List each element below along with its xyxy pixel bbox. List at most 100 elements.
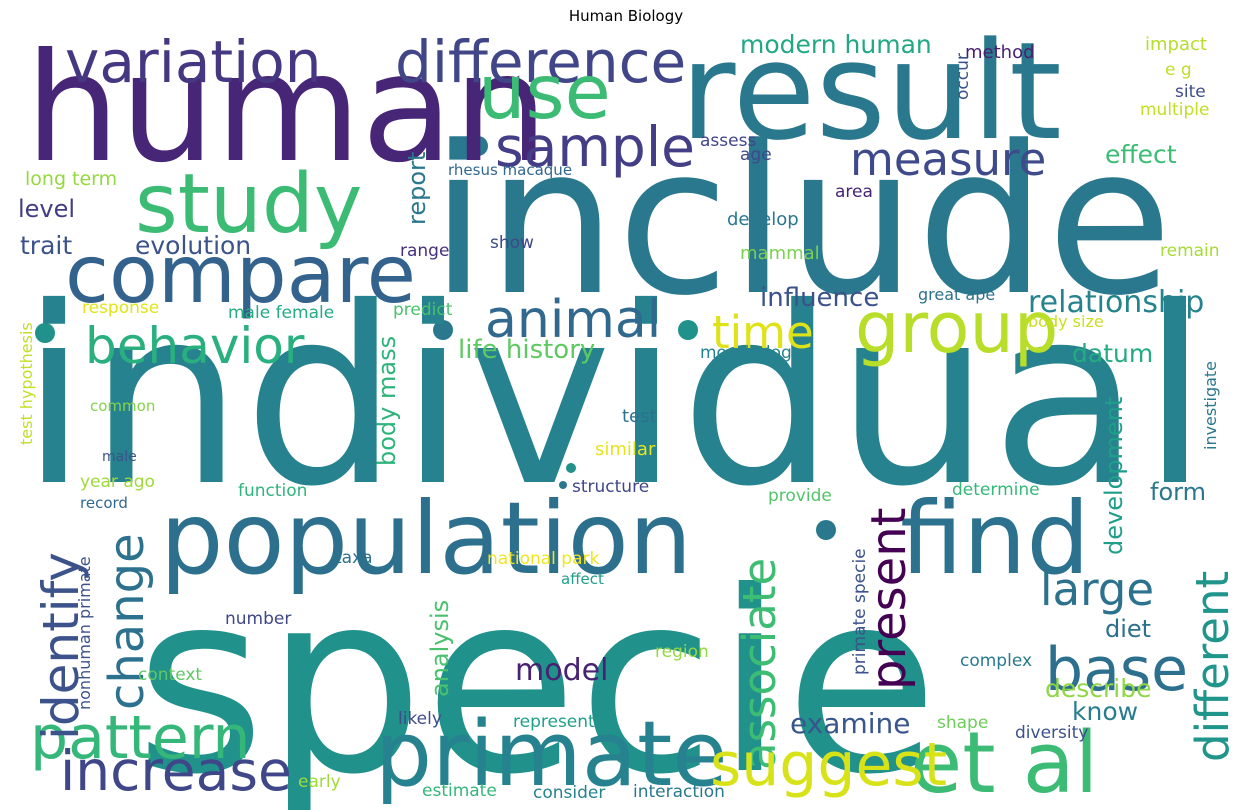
word-datum: datum <box>1072 339 1153 368</box>
word-identify: identify <box>32 552 90 740</box>
word-et-al: et al <box>910 714 1098 810</box>
word-change: change <box>99 533 155 710</box>
word-remain: remain <box>1160 241 1220 261</box>
word-different: different <box>1186 571 1239 762</box>
word-describe: describe <box>1045 674 1152 703</box>
decorative-dot <box>566 463 576 473</box>
word-result: result <box>680 13 1062 170</box>
word-range: range <box>400 241 449 261</box>
word-likely: likely <box>398 709 442 729</box>
word-region: region <box>655 642 709 662</box>
word-population: population <box>160 480 692 597</box>
word-include: include <box>430 103 1173 341</box>
word-develop: develop <box>727 209 799 230</box>
word-national-park: national park <box>487 549 599 569</box>
word-estimate: estimate <box>422 781 497 801</box>
word-age: age <box>740 145 772 165</box>
word-primate: primate <box>375 702 728 807</box>
word-model: model <box>515 653 608 688</box>
word-area: area <box>835 182 873 202</box>
word-behavior: behavior <box>85 317 305 375</box>
word-early: early <box>298 772 341 792</box>
word-male: male <box>102 449 137 465</box>
word-know: know <box>1072 697 1138 726</box>
word-taxa: taxa <box>335 548 373 568</box>
word-complex: complex <box>960 651 1032 671</box>
word-response: response <box>82 298 159 318</box>
decorative-dot <box>559 481 567 489</box>
word-examine: examine <box>790 707 911 740</box>
word-rhesus-macaque: rhesus macaque <box>448 161 572 179</box>
word-form: form <box>1150 478 1206 506</box>
word-trait: trait <box>20 231 72 260</box>
word-large: large <box>1040 563 1154 616</box>
word-development: development <box>1100 397 1128 555</box>
word-base: base <box>1045 635 1188 705</box>
word-mammal: mammal <box>740 243 820 264</box>
word-diversity: diversity <box>1015 723 1088 743</box>
decorative-dot <box>678 320 698 340</box>
word-test: test <box>622 406 657 427</box>
word-find: find <box>900 480 1090 597</box>
word-influence: influence <box>760 283 879 313</box>
word-site: site <box>1175 82 1206 102</box>
decorative-dot <box>433 320 453 340</box>
word-life-history: life history <box>458 335 595 365</box>
word-interaction: interaction <box>633 782 725 802</box>
word-effect: effect <box>1105 140 1177 169</box>
word-affect: affect <box>561 570 604 588</box>
word-modern-human: modern human <box>740 30 932 59</box>
word-animal: animal <box>485 290 661 350</box>
word-consider: consider <box>533 783 605 803</box>
word-shape: shape <box>937 713 988 733</box>
word-great-ape: great ape <box>918 285 995 304</box>
word-body-mass: body mass <box>373 336 401 466</box>
word-show: show <box>490 233 534 253</box>
word-morphology: morphology <box>700 343 802 363</box>
decorative-dot <box>35 323 55 343</box>
word-provide: provide <box>768 486 832 506</box>
word-specie: specie <box>135 538 938 810</box>
word-pattern: pattern <box>30 703 250 773</box>
word-primate-specie: primate specie <box>850 548 870 675</box>
word-structure: structure <box>572 477 649 497</box>
word-individual: individual <box>20 255 1209 540</box>
word-sample: sample <box>495 115 695 179</box>
word-long-term: long term <box>25 168 117 190</box>
word-occur: occur <box>953 53 973 100</box>
word-measure: measure <box>850 133 1046 186</box>
word-context: context <box>138 665 202 685</box>
word-number: number <box>225 609 291 629</box>
word-similar: similar <box>595 439 656 460</box>
word-function: function <box>238 481 307 501</box>
word-assess: assess <box>700 131 756 151</box>
word-variation: variation <box>65 28 321 96</box>
word-compare: compare <box>65 228 416 321</box>
word-predict: predict <box>393 300 453 320</box>
word-present: present <box>861 508 917 690</box>
word-represent: represent <box>513 712 595 732</box>
word-multiple: multiple <box>1140 100 1209 120</box>
figure-title: Human Biology <box>568 7 684 25</box>
word-determine: determine <box>952 480 1040 500</box>
decorative-dot <box>468 136 488 156</box>
word-method: method <box>965 42 1035 63</box>
word-body-size: body size <box>1028 312 1104 331</box>
word-level: level <box>18 195 75 223</box>
word-relationship: relationship <box>1028 285 1204 320</box>
word-nonhuman-primate: nonhuman primate <box>75 556 94 710</box>
word-use: use <box>478 48 611 136</box>
word-investigate: investigate <box>1201 361 1220 450</box>
word-human: human <box>25 22 548 196</box>
word-common: common <box>90 397 155 415</box>
word-impact: impact <box>1145 34 1207 55</box>
word-diet: diet <box>1105 615 1151 643</box>
word-male-female: male female <box>228 303 334 323</box>
word-suggest: suggest <box>710 730 947 800</box>
word-test-hypothesis: test hypothesis <box>17 322 36 445</box>
word-increase: increase <box>60 739 292 803</box>
word-record: record <box>80 494 128 512</box>
decorative-dot <box>816 520 836 540</box>
word-year-ago: year ago <box>80 472 155 492</box>
